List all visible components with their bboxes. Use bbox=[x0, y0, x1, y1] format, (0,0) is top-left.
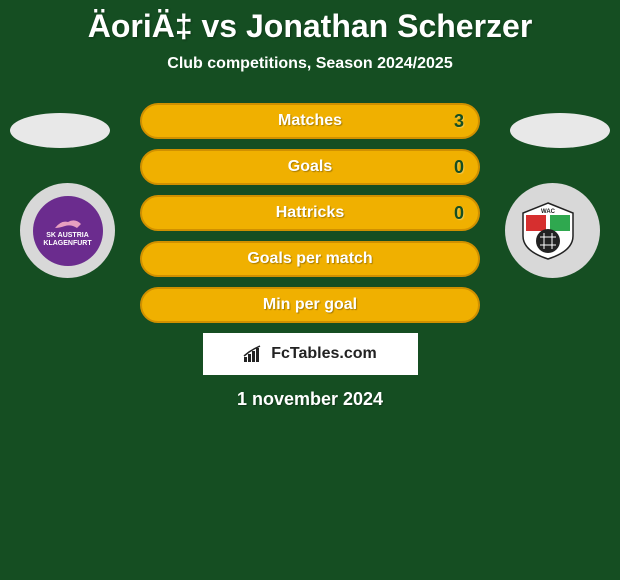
brand-box: FcTables.com bbox=[203, 333, 418, 375]
club-bird-icon bbox=[53, 214, 83, 232]
stat-row-goals: Goals 0 bbox=[140, 149, 480, 185]
date-text: 1 november 2024 bbox=[0, 389, 620, 410]
stat-value: 0 bbox=[454, 203, 464, 224]
stat-label: Hattricks bbox=[142, 204, 478, 222]
stats-container: Matches 3 Goals 0 Hattricks 0 Goals per … bbox=[140, 103, 480, 323]
stat-label: Min per goal bbox=[142, 296, 478, 314]
left-player-placeholder bbox=[10, 113, 110, 148]
stat-label: Goals bbox=[142, 158, 478, 176]
stat-row-goals-per-match: Goals per match bbox=[140, 241, 480, 277]
chart-icon bbox=[243, 345, 265, 363]
content-area: SK AUSTRIA KLAGENFURT WAC Matches 3 Goal… bbox=[0, 103, 620, 410]
wac-shield-icon: WAC bbox=[518, 201, 578, 261]
page-title: ÄoriÄ‡ vs Jonathan Scherzer bbox=[0, 0, 620, 45]
stat-row-min-per-goal: Min per goal bbox=[140, 287, 480, 323]
stat-label: Matches bbox=[142, 112, 478, 130]
right-club-logo: WAC bbox=[518, 196, 588, 266]
stat-row-hattricks: Hattricks 0 bbox=[140, 195, 480, 231]
stat-label: Goals per match bbox=[142, 250, 478, 268]
left-club-text2: KLAGENFURT bbox=[43, 240, 91, 248]
svg-text:WAC: WAC bbox=[541, 209, 556, 215]
left-club-logo: SK AUSTRIA KLAGENFURT bbox=[33, 196, 103, 266]
stat-value: 3 bbox=[454, 111, 464, 132]
page-subtitle: Club competitions, Season 2024/2025 bbox=[0, 55, 620, 73]
right-player-placeholder bbox=[510, 113, 610, 148]
left-club-text1: SK AUSTRIA bbox=[46, 232, 89, 240]
left-club-badge: SK AUSTRIA KLAGENFURT bbox=[20, 183, 115, 278]
brand-text: FcTables.com bbox=[271, 345, 377, 363]
stat-row-matches: Matches 3 bbox=[140, 103, 480, 139]
stat-value: 0 bbox=[454, 157, 464, 178]
right-club-badge: WAC bbox=[505, 183, 600, 278]
